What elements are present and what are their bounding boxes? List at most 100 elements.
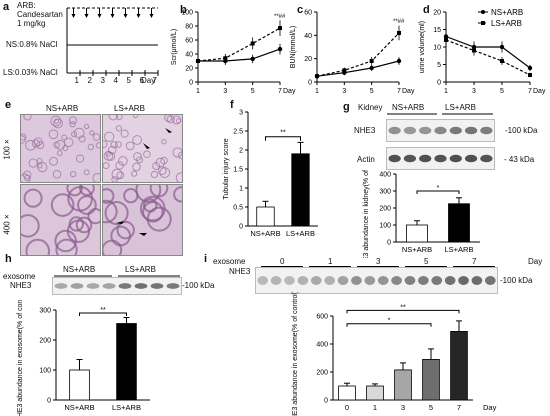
- tissue-tubule: [132, 115, 139, 119]
- significance-label: **##: [393, 19, 405, 25]
- ls-protocol-label: LS:0.03% NaCl: [3, 68, 58, 77]
- tissue-tubule: [53, 141, 60, 149]
- significance-bracket: [265, 136, 301, 141]
- tissue-tubule: [79, 185, 95, 197]
- h-nhe3-label: NHE3: [10, 281, 32, 290]
- exosome-nhe3-bar-chart: 0 100 200 300 NS+ARB LS+ARB NHE3 abundance in …: [17, 300, 150, 416]
- category-label: 5: [429, 403, 433, 412]
- tissue-tubule: [75, 154, 85, 163]
- tissue-tubule: [75, 216, 93, 234]
- x-tick-label: 3: [472, 88, 476, 95]
- blot-band: [102, 283, 116, 289]
- y-axis-label: BUN(mmol/L): [290, 26, 297, 68]
- x-tick-label: 1: [315, 88, 319, 95]
- bar-ns-arb: [256, 206, 275, 227]
- tissue-tubule: [178, 151, 182, 160]
- series-line-ls-arb: [445, 39, 531, 76]
- blot-band: [150, 283, 164, 289]
- tissue-tubule: [55, 139, 66, 150]
- blot-band: [480, 126, 493, 135]
- tissue-tubule: [132, 135, 142, 145]
- g-actin-label: Actin: [357, 155, 375, 164]
- blot-band: [464, 126, 478, 135]
- i-nhe3-label: NHE3: [229, 267, 251, 276]
- scr-line-chart: 0 20 40 60 80 100 1 3 5 7 Day Scr(μmol/L) **##: [171, 10, 296, 96]
- tissue-tubule: [92, 133, 100, 141]
- category-label: 3: [401, 403, 405, 412]
- g-ns-label: NS+ARB: [392, 103, 425, 112]
- x-axis-label: Day: [483, 403, 497, 412]
- blot-band: [324, 276, 335, 285]
- y-tick-label: 300: [39, 308, 51, 315]
- tissue-tubule: [143, 150, 151, 159]
- dose-arrowhead: [110, 14, 115, 18]
- exosome-nhe3-blot: [52, 277, 182, 295]
- data-point: [369, 65, 374, 71]
- tissue-tubule: [84, 123, 90, 130]
- y-tick-label: 0: [387, 240, 391, 247]
- significance-bracket: [346, 323, 432, 327]
- tissue-tubule: [22, 170, 32, 180]
- tissue-tubule: [87, 143, 95, 151]
- arb-label: ARB:: [17, 1, 36, 10]
- bar-7: [450, 331, 468, 401]
- data-point: [444, 38, 448, 42]
- data-point: [223, 56, 228, 61]
- data-point: [315, 74, 319, 79]
- y-tick-label: 2: [239, 148, 243, 155]
- panel-f-label: f: [230, 99, 234, 111]
- blot-band: [419, 154, 432, 163]
- tissue-tubule: [50, 193, 75, 217]
- blot-band: [257, 276, 269, 285]
- tissue-tubule: [54, 229, 77, 253]
- histology-row-400x: 400 ×: [2, 214, 12, 235]
- y-tick-label: 400: [379, 172, 391, 179]
- tissue-tubule: [103, 188, 115, 204]
- x-tick-label: 3: [342, 88, 346, 95]
- bar-1: [366, 385, 384, 401]
- g-nhe3-label: NHE3: [354, 126, 376, 135]
- significance-label: *: [388, 318, 391, 325]
- x-tick-label: 7: [278, 88, 282, 95]
- bar-ls-arb: [116, 323, 137, 401]
- bar-3: [394, 369, 412, 401]
- blot-band: [484, 276, 496, 285]
- i-kda-100: -100 kDa: [500, 276, 533, 285]
- blot-band: [434, 126, 447, 135]
- x-tick-label: 5: [251, 88, 255, 95]
- timeline-day-label: 6: [139, 76, 144, 85]
- h-exosome-label: exosome: [3, 272, 36, 281]
- dose-arrowhead: [71, 14, 76, 18]
- y-tick-label: 1.5: [233, 167, 243, 174]
- significance-label: **: [100, 307, 106, 314]
- blot-band: [391, 276, 402, 285]
- x-tick-label: 7: [528, 88, 532, 95]
- tissue-tubule: [49, 156, 59, 166]
- timecourse-lane-label: 1: [328, 257, 333, 266]
- data-point: [250, 56, 255, 62]
- panel-e-label: e: [5, 99, 12, 111]
- category-label: LS+ARB: [286, 229, 315, 238]
- significance-bracket: [79, 312, 127, 316]
- y-tick-label: 100: [39, 368, 51, 375]
- legend-entry: NS+ARB: [491, 8, 523, 17]
- protocol-timeline: [66, 7, 159, 76]
- data-point: [472, 48, 476, 53]
- blot-band: [270, 276, 282, 285]
- h-kda-100: -100 kDa: [182, 281, 215, 290]
- blot-band: [434, 154, 447, 163]
- data-point: [250, 41, 255, 46]
- tissue-tubule: [108, 115, 119, 121]
- y-tick-label: 0: [308, 80, 312, 87]
- y-tick-label: 20: [433, 10, 441, 17]
- tissue-tubule: [103, 140, 108, 148]
- legend-marker: [481, 21, 485, 25]
- tissue-tubule: [111, 176, 118, 182]
- bar-ls-arb: [448, 203, 470, 243]
- bun-line-chart: 0 20 40 60 1 3 5 7 Day BUN(mmol/L) **##: [290, 10, 415, 96]
- x-axis-label: Day: [402, 88, 415, 95]
- tissue-tubule: [132, 162, 141, 172]
- blot-band: [351, 276, 362, 285]
- dose-arrowhead: [123, 14, 128, 18]
- legend-marker: [481, 10, 485, 14]
